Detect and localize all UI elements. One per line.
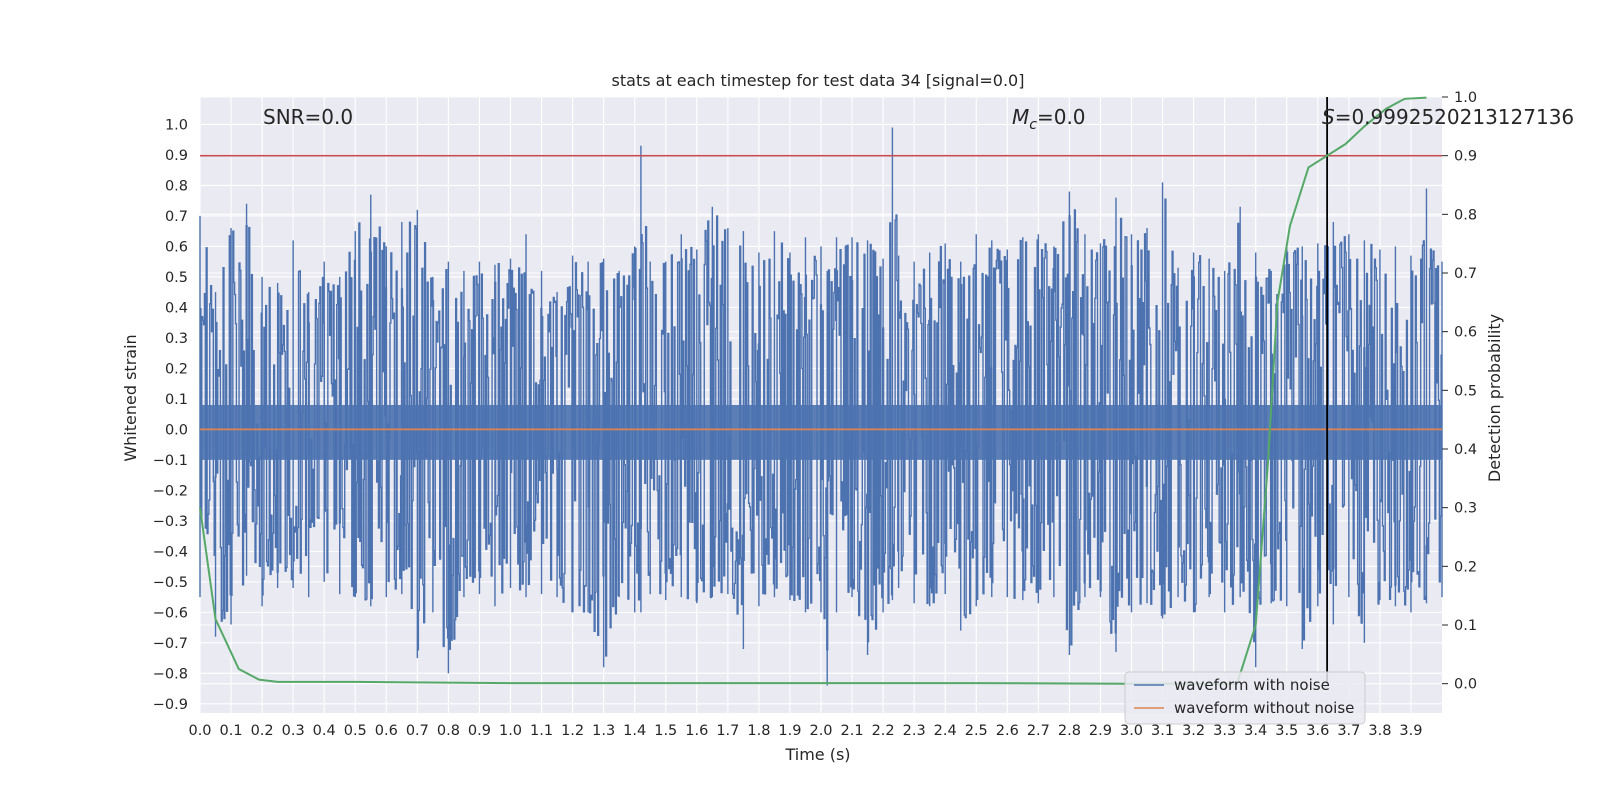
x-tick-label: 3.9 — [1399, 723, 1422, 739]
y2-tick-label: 0.7 — [1454, 266, 1477, 282]
x-tick-label: 1.0 — [499, 723, 522, 739]
mc-value: =0.0 — [1037, 105, 1086, 129]
x-tick-label: 0.6 — [375, 723, 398, 739]
x-axis-ticks: 0.0 0.1 0.2 0.3 0.4 0.5 0.6 0.7 0.8 0.9 1.0 1.1 1.2 1… — [188, 723, 1422, 739]
x-tick-label: 1.9 — [778, 723, 801, 739]
x-tick-label: 0.5 — [344, 723, 367, 739]
noise-core-band — [200, 405, 1442, 460]
legend-box — [1124, 671, 1366, 725]
x-tick-label: 1.7 — [716, 723, 739, 739]
x-tick-label: 1.5 — [654, 723, 677, 739]
x-tick-label: 2.5 — [965, 723, 988, 739]
y2-axis-label: Detection probability — [1485, 314, 1504, 482]
x-tick-label: 3.2 — [1182, 723, 1205, 739]
y2-tick-label: 0.3 — [1454, 501, 1477, 517]
x-tick-label: 3.1 — [1151, 723, 1174, 739]
x-tick-label: 2.8 — [1058, 723, 1081, 739]
y-tick-label: −0.2 — [153, 483, 188, 499]
x-tick-label: 2.2 — [872, 723, 895, 739]
y-tick-label: 1.0 — [165, 117, 188, 133]
y-tick-label: 0.4 — [165, 300, 188, 316]
y-tick-label: 0.8 — [165, 178, 188, 194]
y-tick-label: −0.3 — [153, 514, 188, 530]
mc-symbol: M — [1012, 105, 1029, 129]
y-tick-label: 0.5 — [165, 270, 188, 286]
y-tick-label: −0.1 — [153, 453, 188, 469]
y2-tick-label: 0.0 — [1454, 677, 1477, 693]
y2-tick-label: 1.0 — [1454, 90, 1477, 106]
y-tick-label: −0.7 — [153, 636, 188, 652]
x-tick-label: 2.0 — [809, 723, 832, 739]
y-tick-label: 0.2 — [165, 361, 188, 377]
y2-tick-label: 0.6 — [1454, 325, 1477, 341]
y2-tick-label: 0.1 — [1454, 618, 1477, 634]
mc-annotation: Mc=0.0 — [1012, 105, 1086, 133]
y-tick-label: 0.1 — [165, 392, 188, 408]
x-axis-label: Time (s) — [784, 745, 850, 764]
x-tick-label: 0.1 — [220, 723, 243, 739]
x-tick-label: 3.8 — [1368, 723, 1391, 739]
x-tick-label: 1.8 — [747, 723, 770, 739]
chart-title: stats at each timestep for test data 34 … — [612, 71, 1025, 90]
x-tick-label: 0.0 — [188, 723, 211, 739]
x-tick-label: 0.3 — [282, 723, 305, 739]
y2-tick-label: 0.2 — [1454, 559, 1477, 575]
x-tick-label: 3.7 — [1337, 723, 1360, 739]
x-tick-label: 1.1 — [530, 723, 553, 739]
x-tick-label: 0.2 — [251, 723, 274, 739]
s-annotation: S=0.9992520213127136 — [1322, 105, 1574, 129]
s-value: =0.9992520213127136 — [1335, 105, 1574, 129]
y-tick-label: 0.9 — [165, 148, 188, 164]
x-tick-label: 2.6 — [996, 723, 1019, 739]
x-tick-label: 1.2 — [561, 723, 584, 739]
y-tick-label: 0.7 — [165, 209, 188, 225]
x-tick-label: 1.4 — [623, 723, 646, 739]
x-tick-label: 3.4 — [1244, 723, 1267, 739]
x-tick-label: 3.3 — [1213, 723, 1236, 739]
x-tick-label: 0.7 — [406, 723, 429, 739]
x-tick-label: 3.6 — [1306, 723, 1329, 739]
x-tick-label: 1.3 — [592, 723, 615, 739]
y-axis-label: Whitened strain — [121, 334, 140, 461]
y2-tick-label: 0.9 — [1454, 149, 1477, 165]
x-tick-label: 2.7 — [1027, 723, 1050, 739]
x-tick-label: 2.1 — [841, 723, 864, 739]
y-tick-label: −0.6 — [153, 605, 188, 621]
legend-label-clean: waveform without noise — [1174, 699, 1354, 717]
snr-annotation: SNR=0.0 — [263, 105, 353, 129]
legend: waveform with noise waveform without noi… — [1124, 671, 1366, 725]
legend-label-noise: waveform with noise — [1174, 676, 1330, 694]
x-tick-label: 3.5 — [1275, 723, 1298, 739]
x-tick-label: 0.9 — [468, 723, 491, 739]
x-tick-label: 1.6 — [685, 723, 708, 739]
y-tick-label: 0.0 — [165, 422, 188, 438]
series-waveform-with-noise — [199, 127, 1443, 686]
y-tick-label: 0.3 — [165, 331, 188, 347]
y2-tick-label: 0.5 — [1454, 383, 1477, 399]
s-symbol: S — [1322, 105, 1335, 129]
y-axis-ticks: −0.9 −0.8 −0.7 −0.6 −0.5 −0.4 −0.3 −0.2 −0.1 0.0 0… — [153, 117, 188, 712]
y-tick-label: −0.9 — [153, 697, 188, 713]
y2-tick-label: 0.8 — [1454, 207, 1477, 223]
y-tick-label: −0.8 — [153, 666, 188, 682]
y-tick-label: −0.5 — [153, 575, 188, 591]
y2-tick-label: 0.4 — [1454, 442, 1477, 458]
x-tick-label: 2.3 — [903, 723, 926, 739]
x-tick-label: 2.4 — [934, 723, 957, 739]
x-tick-label: 0.8 — [437, 723, 460, 739]
y-tick-label: 0.6 — [165, 239, 188, 255]
mc-subscript: c — [1029, 117, 1037, 133]
x-tick-label: 3.0 — [1120, 723, 1143, 739]
x-tick-label: 0.4 — [313, 723, 336, 739]
y2-axis-ticks: 0.0 0.1 0.2 0.3 0.4 0.5 0.6 0.7 0.8 0.9 1.0 — [1442, 90, 1477, 693]
y-tick-label: −0.4 — [153, 544, 188, 560]
x-tick-label: 2.9 — [1089, 723, 1112, 739]
